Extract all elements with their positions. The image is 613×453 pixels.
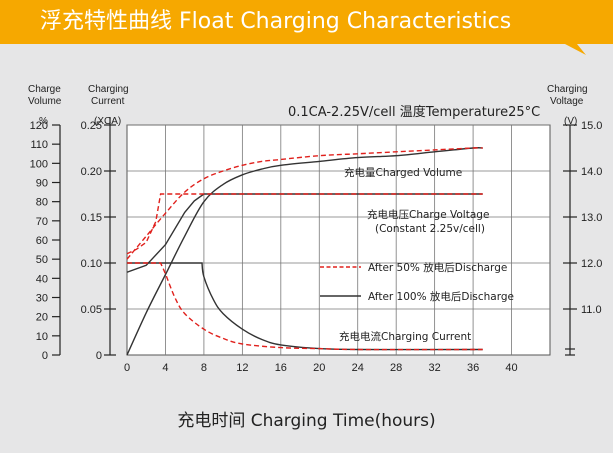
volume-tick-label: 80 <box>36 197 48 209</box>
x-axis-title: 充电时间 Charging Time(hours) <box>177 411 436 431</box>
x-tick-label: 0 <box>124 362 130 374</box>
charge-volume-header-1: Charge <box>28 84 61 95</box>
test-condition: 0.1CA-2.25V/cell 温度Temperature25°C <box>288 104 540 120</box>
voltage-tick-label: 13.0 <box>581 212 602 224</box>
charging-voltage-unit: (V) <box>564 116 577 127</box>
chart-axes <box>52 117 577 356</box>
volume-tick-label: 90 <box>36 178 48 190</box>
current-tick-label: 0 <box>96 350 102 362</box>
current-tick-label: 0.15 <box>81 212 102 224</box>
x-tick-label: 12 <box>236 362 248 374</box>
volume-tick-label: 10 <box>36 331 48 343</box>
x-tick-label: 20 <box>313 362 325 374</box>
series-current-after50 <box>127 262 483 351</box>
banner-title: 浮充特性曲线 Float Charging Characteristics <box>40 9 512 34</box>
charge-volume-header-2: Volume <box>28 96 62 107</box>
voltage-tick-label: 12.0 <box>581 258 602 270</box>
current-tick-label: 0.20 <box>81 166 102 178</box>
series-voltage-after50 <box>126 193 483 255</box>
x-tick-label: 8 <box>201 362 207 374</box>
axis-headers: Charge Volume % Charging Current (XCA) C… <box>28 84 588 127</box>
x-tick-label: 36 <box>467 362 479 374</box>
volume-tick-label: 110 <box>30 139 48 151</box>
charging-current-label: 充电电流Charging Current <box>339 330 471 343</box>
volume-tick-label: 30 <box>36 293 48 305</box>
charging-current-header-1: Charging <box>88 84 129 95</box>
volume-tick-label: 50 <box>36 254 48 266</box>
chart-series <box>126 147 483 356</box>
volume-tick-label: 70 <box>36 216 48 228</box>
charge-volume-unit: % <box>39 116 48 127</box>
charging-current-header-2: Current <box>91 96 125 107</box>
banner-shape <box>0 0 613 55</box>
legend-after50-label: After 50% 放电后Discharge <box>368 261 507 274</box>
plot-area <box>126 124 551 356</box>
current-tick-label: 0.05 <box>81 304 102 316</box>
charging-voltage-header-2: Voltage <box>550 96 584 107</box>
float-charging-chart: 0 4 8 12 16 20 24 28 32 36 40 0 10 20 30 40 50 60 70 80 90 10… <box>28 84 603 374</box>
x-tick-label: 16 <box>275 362 287 374</box>
x-tick-label: 4 <box>162 362 168 374</box>
charge-voltage-sub-label: (Constant 2.25v/cell) <box>375 223 485 235</box>
x-tick-label: 28 <box>390 362 402 374</box>
voltage-tick-label: 15.0 <box>581 120 602 132</box>
voltage-tick-label: 11.0 <box>581 304 602 316</box>
chart-grid <box>126 124 551 356</box>
title-banner: 浮充特性曲线 Float Charging Characteristics <box>0 0 613 60</box>
x-tick-label: 24 <box>352 362 364 374</box>
charging-current-unit: (XCA) <box>94 116 121 127</box>
volume-tick-label: 60 <box>36 235 48 247</box>
volume-tick-label: 100 <box>30 158 48 170</box>
x-tick-label: 32 <box>429 362 441 374</box>
volume-tick-label: 120 <box>30 120 48 132</box>
chart-ticks: 0 4 8 12 16 20 24 28 32 36 40 0 10 20 30 40 50 60 70 80 90 10… <box>30 120 603 374</box>
charged-volume-label: 充电量Charged Volume <box>344 166 462 179</box>
x-tick-label: 40 <box>505 362 517 374</box>
current-tick-label: 0.25 <box>81 120 102 132</box>
legend-after100-label: After 100% 放电后Discharge <box>368 290 514 303</box>
volume-tick-label: 20 <box>36 312 48 324</box>
volume-tick-label: 0 <box>42 350 48 362</box>
voltage-tick-label: 14.0 <box>581 166 602 178</box>
series-volume-after50 <box>126 147 483 260</box>
legend: After 50% 放电后Discharge After 100% 放电后Dis… <box>320 261 514 303</box>
volume-tick-label: 40 <box>36 273 48 285</box>
charging-voltage-header-1: Charging <box>547 84 588 95</box>
current-tick-label: 0.10 <box>81 258 102 270</box>
charge-voltage-label: 充电电压Charge Voltage <box>367 208 489 221</box>
